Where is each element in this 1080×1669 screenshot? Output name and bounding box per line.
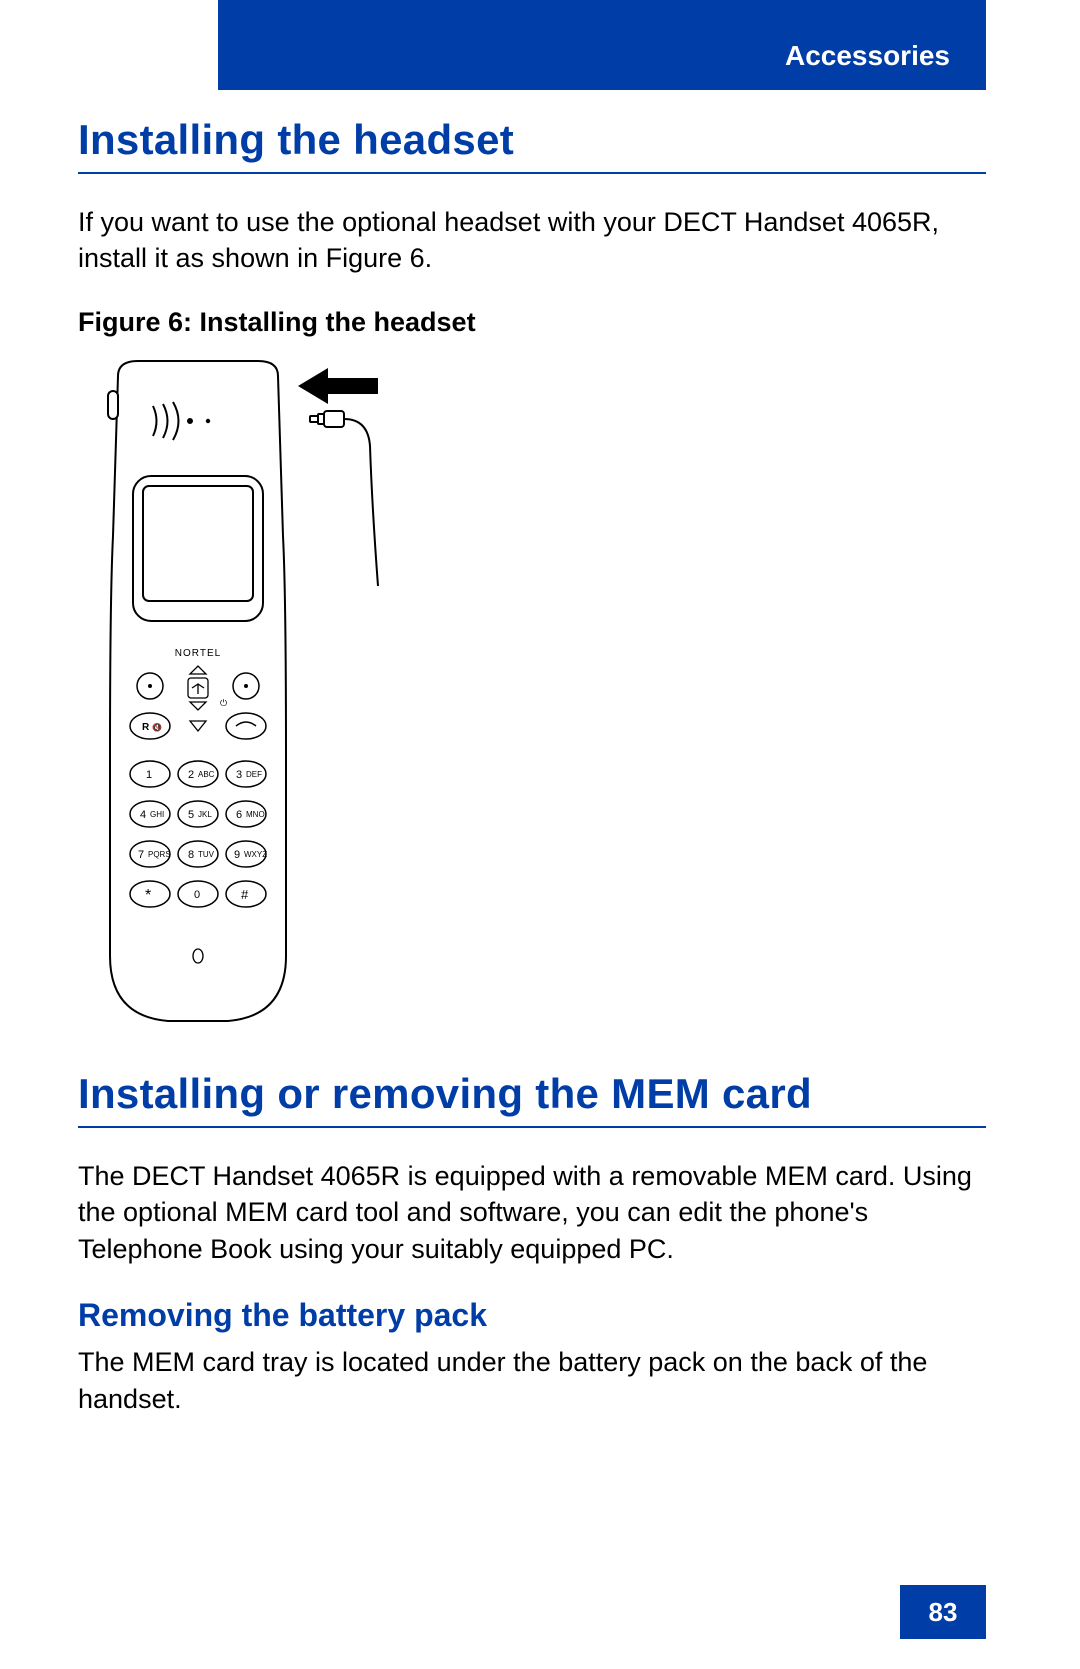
key-5: 5 JKL xyxy=(178,801,218,827)
svg-text:7: 7 xyxy=(138,849,144,861)
section-title-mem-card: Installing or removing the MEM card xyxy=(78,1070,986,1128)
arrow-left-icon xyxy=(298,368,378,404)
softkey-right xyxy=(233,673,259,699)
svg-text:6: 6 xyxy=(236,809,242,821)
svg-text:R: R xyxy=(142,722,150,733)
nav-cluster xyxy=(188,666,208,710)
svg-text:0: 0 xyxy=(194,889,200,901)
svg-text:1: 1 xyxy=(146,769,152,781)
page-number-value: 83 xyxy=(929,1597,958,1628)
softkey-left xyxy=(137,673,163,699)
figure-6-handset-diagram: NORTEL ⏻ R 🔇 xyxy=(78,356,458,1036)
key-2: 2 ABC xyxy=(178,761,218,787)
headset-plug-icon xyxy=(310,411,378,586)
key-0: 0 xyxy=(178,881,218,907)
svg-text:9: 9 xyxy=(234,849,240,861)
key-1: 1 xyxy=(130,761,170,787)
section1-intro-text: If you want to use the optional headset … xyxy=(78,204,986,277)
key-6: 6 MNO xyxy=(226,801,266,827)
key-9: 9 WXYZ xyxy=(226,841,267,867)
key-hash: # xyxy=(226,881,266,907)
svg-text:JKL: JKL xyxy=(198,810,212,819)
svg-text:2: 2 xyxy=(188,769,194,781)
svg-text:#: # xyxy=(241,887,249,902)
svg-text:PQRS: PQRS xyxy=(148,850,171,859)
section2-intro-text: The DECT Handset 4065R is equipped with … xyxy=(78,1158,986,1267)
page-content: Installing the headset If you want to us… xyxy=(78,116,986,1417)
svg-text:5: 5 xyxy=(188,809,194,821)
antenna-nub xyxy=(108,391,118,419)
key-star: * xyxy=(130,881,170,907)
svg-text:WXYZ: WXYZ xyxy=(244,850,267,859)
svg-text:ABC: ABC xyxy=(198,770,215,779)
svg-text:🔇: 🔇 xyxy=(152,722,162,732)
r-key: R 🔇 xyxy=(130,713,170,739)
figure-caption: Figure 6: Installing the headset xyxy=(78,307,986,338)
page-number: 83 xyxy=(900,1585,986,1639)
mic-icon xyxy=(193,949,203,963)
svg-text:TUV: TUV xyxy=(198,850,215,859)
key-3: 3 DEF xyxy=(226,761,266,787)
svg-text:*: * xyxy=(145,887,151,904)
power-icon: ⏻ xyxy=(220,698,227,708)
svg-text:3: 3 xyxy=(236,769,242,781)
screen xyxy=(143,486,253,601)
svg-text:DEF: DEF xyxy=(246,770,262,779)
svg-text:GHI: GHI xyxy=(150,810,164,819)
key-4: 4 GHI xyxy=(130,801,170,827)
svg-text:4: 4 xyxy=(140,809,146,821)
section-title-installing-headset: Installing the headset xyxy=(78,116,986,174)
subsection-body-text: The MEM card tray is located under the b… xyxy=(78,1344,986,1417)
key-8: 8 TUV xyxy=(178,841,218,867)
key-7: 7 PQRS xyxy=(130,841,171,867)
svg-text:8: 8 xyxy=(188,849,194,861)
header-section-label: Accessories xyxy=(785,40,950,72)
svg-text:MNO: MNO xyxy=(246,810,265,819)
subsection-title-battery: Removing the battery pack xyxy=(78,1297,986,1334)
call-key xyxy=(226,713,266,739)
header-section-tab: Accessories xyxy=(218,0,986,90)
brand-label: NORTEL xyxy=(175,648,221,659)
